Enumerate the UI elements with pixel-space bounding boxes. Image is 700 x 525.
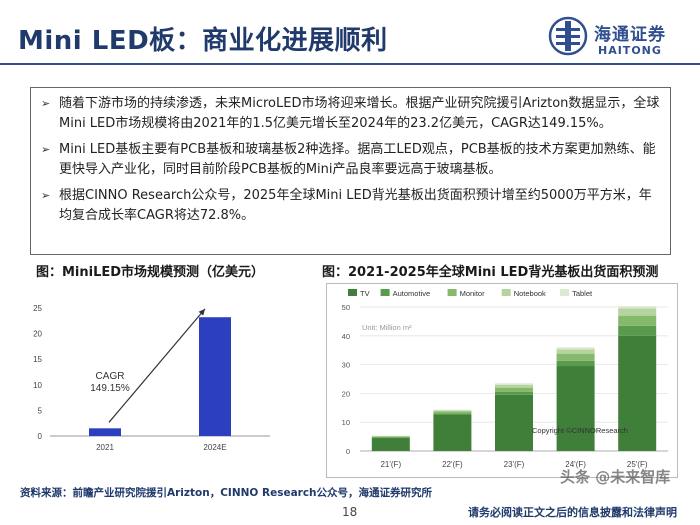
cagr-arrow-line	[108, 308, 206, 423]
stacked-bar-segment	[556, 347, 595, 350]
y-tick-label: 25	[33, 304, 42, 313]
chart2-title: 图：2021-2025年全球Mini LED背光基板出货面积预测	[322, 265, 659, 280]
copyright-note: Copyright ©CINNOResearch	[532, 426, 628, 435]
stacked-bar-segment	[433, 409, 472, 411]
legend-label: Tablet	[572, 289, 593, 298]
summary-box: ➢ 随着下游市场的持续渗透，未来MicroLED市场将迎来增长。根据产业研究院援…	[30, 87, 671, 255]
stacked-bar-segment	[371, 436, 410, 437]
x-tick-label: 2024E	[203, 443, 226, 452]
legend-swatch	[348, 289, 357, 296]
x-tick-label: 21'(F)	[380, 460, 401, 469]
company-logo: 海通证券 HAITONG	[548, 14, 678, 62]
stacked-bar-segment	[371, 437, 410, 439]
stacked-bar-segment	[556, 349, 595, 354]
page-number: 18	[342, 505, 358, 519]
y-tick-label: 30	[342, 361, 350, 370]
title-divider	[0, 63, 700, 65]
bar	[199, 317, 231, 436]
logo-chinese-name: 海通证券	[594, 25, 666, 45]
legend-swatch	[447, 289, 457, 296]
stacked-bar-segment	[618, 335, 657, 451]
bullet-text: Mini LED基板主要有PCB基板和玻璃基板2种选择。据高工LED观点，PCB…	[59, 142, 656, 177]
bullet-text: 随着下游市场的持续渗透，未来MicroLED市场将迎来增长。根据产业研究院援引A…	[59, 96, 660, 131]
legend-label: TV	[360, 289, 370, 298]
y-tick-label: 10	[33, 381, 42, 390]
haitong-emblem-icon	[548, 16, 588, 56]
legend-label: Notebook	[514, 289, 546, 298]
source-note: 资料来源：前瞻产业研究院援引Arizton，CINNO Research公众号，…	[20, 487, 433, 499]
stacked-bar-segment	[618, 315, 657, 326]
bullet-item: ➢ 根据CINNO Research公众号，2025年全球Mini LED背光基…	[41, 186, 660, 226]
x-tick-label: 22'(F)	[442, 460, 463, 469]
bullet-arrow-icon: ➢	[41, 97, 51, 110]
cagr-arrow-head-icon	[198, 308, 205, 316]
stacked-bar-segment	[618, 308, 657, 316]
bullet-item: ➢ 随着下游市场的持续渗透，未来MicroLED市场将迎来增长。根据产业研究院援…	[41, 94, 660, 134]
y-tick-label: 50	[342, 303, 350, 312]
page-title: Mini LED板：商业化进展顺利	[18, 26, 388, 56]
x-tick-label: 24'(F)	[565, 460, 586, 469]
bullet-text: 根据CINNO Research公众号，2025年全球Mini LED背光基板出…	[59, 188, 652, 223]
stacked-bar-segment	[433, 410, 472, 412]
watermark: 头条 @未来智库	[560, 468, 671, 486]
stacked-bar-segment	[495, 394, 533, 451]
stacked-bar-segment	[495, 383, 533, 385]
disclaimer: 请务必阅读正文之后的信息披露和法律声明	[468, 506, 677, 519]
legend-swatch	[560, 289, 570, 296]
unit-label: Unit: Million m²	[362, 323, 412, 332]
y-tick-label: 0	[346, 447, 350, 456]
stacked-bar-segment	[495, 387, 533, 392]
stacked-bar-segment	[618, 306, 657, 309]
y-tick-label: 10	[342, 418, 350, 427]
chart1-title: 图：MiniLED市场规模预测（亿美元）	[36, 265, 265, 280]
x-tick-label: 23'(F)	[504, 460, 525, 469]
stacked-bar-segment	[495, 384, 533, 388]
y-tick-label: 40	[342, 332, 350, 341]
legend-swatch	[380, 289, 390, 296]
y-tick-label: 0	[38, 432, 43, 441]
legend-label: Automotive	[393, 289, 431, 298]
logo-english-name: HAITONG	[598, 44, 662, 57]
stacked-bar-segment	[433, 411, 472, 414]
y-tick-label: 20	[33, 330, 42, 339]
legend-swatch	[501, 289, 511, 296]
x-tick-label: 2021	[96, 443, 114, 452]
stacked-bar-segment	[556, 360, 595, 367]
stacked-bar-segment	[371, 436, 410, 438]
y-tick-label: 15	[33, 355, 42, 364]
cagr-value: 149.15%	[90, 383, 130, 394]
stacked-bar-segment	[495, 391, 533, 395]
stacked-bar-segment	[371, 438, 410, 451]
bullet-arrow-icon: ➢	[41, 189, 51, 202]
stacked-bar-segment	[433, 413, 472, 415]
stacked-bar-segment	[556, 353, 595, 361]
cagr-label: CAGR	[96, 371, 125, 382]
stacked-bar-segment	[556, 366, 595, 451]
y-tick-label: 20	[342, 389, 350, 398]
legend-label: Monitor	[460, 289, 486, 298]
x-tick-label: 25'(F)	[627, 460, 648, 469]
bullet-arrow-icon: ➢	[41, 143, 51, 156]
bullet-item: ➢ Mini LED基板主要有PCB基板和玻璃基板2种选择。据高工LED观点，P…	[41, 140, 660, 180]
y-tick-label: 5	[38, 406, 43, 415]
backlight-substrate-chart: TV Automotive Monitor Notebook Tablet 0 10 20 30…	[342, 289, 668, 469]
stacked-bar-segment	[618, 325, 657, 336]
bar	[89, 428, 121, 436]
stacked-bar-segment	[433, 415, 472, 451]
